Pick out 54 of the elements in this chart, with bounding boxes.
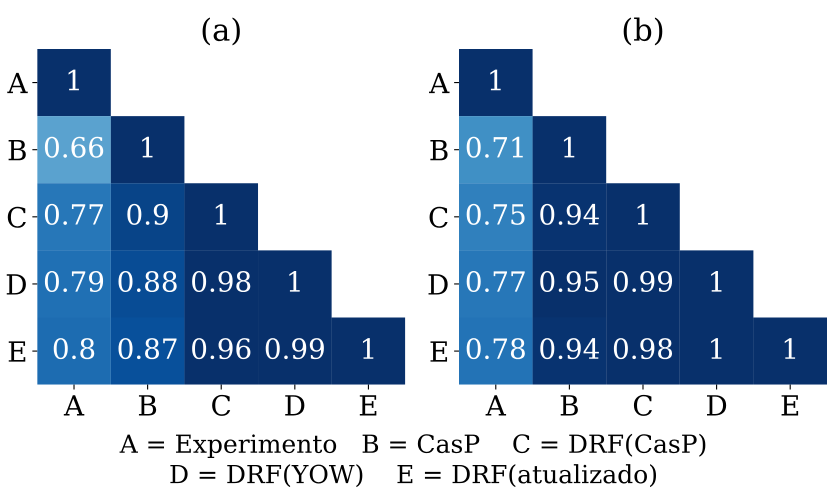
data-label: 0.77 — [44, 204, 103, 225]
y-tick-label: D — [428, 274, 448, 295]
text: A = Experimento B = CasP C = DRF(CasP) — [120, 434, 706, 458]
chart-title: (a) — [202, 17, 240, 46]
data-label: 0.94 — [540, 204, 599, 225]
data-label: 0.96 — [192, 338, 250, 360]
data-label: 0.99 — [266, 338, 324, 360]
data-label: 1 — [289, 271, 300, 292]
y-tick-label: E — [8, 341, 26, 362]
y-tick-label: D — [6, 274, 26, 295]
data-label: 0.66 — [44, 136, 104, 158]
data-label: 1 — [784, 338, 796, 359]
data-label: 1 — [362, 338, 374, 359]
x-tick-label: E — [360, 395, 376, 416]
data-label: 1 — [638, 204, 648, 224]
x-tick-label: A — [486, 395, 506, 416]
data-label: 1 — [490, 70, 501, 90]
y-tick-label: B — [430, 140, 448, 160]
data-label: 0.8 — [54, 338, 94, 360]
x-tick-label: B — [138, 395, 156, 416]
x-tick-label: B — [560, 395, 578, 416]
data-label: 1 — [142, 136, 153, 158]
data-label: 1 — [564, 136, 574, 158]
x-tick-label: E — [782, 395, 798, 416]
y-tick-label: A — [429, 72, 450, 94]
chart-title: (b) — [624, 17, 662, 46]
y-tick-label: B — [8, 140, 26, 160]
data-label: 0.98 — [192, 271, 250, 292]
data-label: 1 — [711, 271, 722, 292]
data-label: 1 — [216, 204, 226, 224]
data-label: 0.71 — [466, 136, 523, 158]
x-tick-label: A — [64, 395, 84, 416]
text: D = DRF(YOW) E = DRF(atualizado) — [170, 464, 656, 488]
data-label: 0.88 — [118, 271, 177, 292]
x-tick-label: D — [285, 395, 304, 416]
y-tick-label: E — [430, 341, 448, 362]
data-label: 1 — [68, 70, 79, 90]
data-label: 1 — [711, 338, 722, 359]
data-label: 0.99 — [614, 271, 672, 292]
data-label: 0.77 — [466, 271, 525, 292]
y-tick-label: A — [7, 72, 28, 94]
data-label: 0.79 — [44, 271, 104, 292]
x-tick-label: C — [634, 394, 652, 416]
data-label: 0.95 — [540, 271, 598, 292]
x-tick-label: D — [706, 395, 726, 416]
data-label: 0.94 — [540, 338, 599, 360]
y-tick-label: C — [8, 206, 26, 228]
data-label: 0.78 — [466, 338, 525, 360]
x-tick-label: C — [212, 394, 230, 416]
data-label: 0.98 — [614, 338, 672, 360]
y-tick-label: C — [430, 206, 448, 228]
data-label: 0.9 — [127, 204, 168, 225]
data-label: 0.87 — [118, 338, 177, 360]
data-label: 0.75 — [466, 204, 525, 225]
